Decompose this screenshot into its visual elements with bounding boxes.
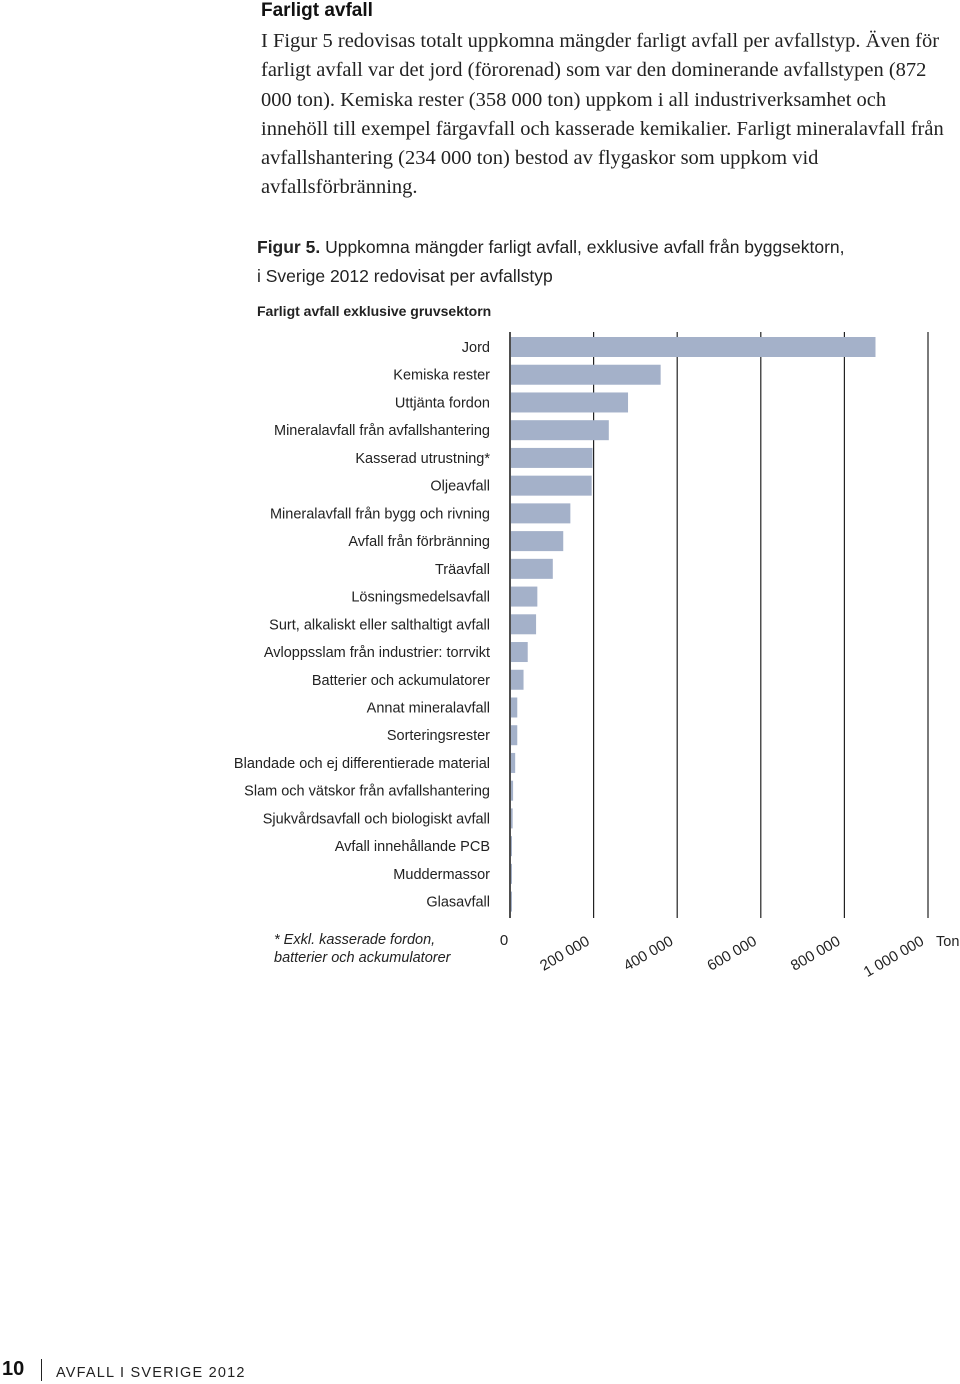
bar — [511, 642, 528, 663]
bar — [511, 725, 518, 746]
category-label: Kasserad utrustning* — [355, 451, 490, 467]
category-label: Lösningsmedelsavfall — [351, 590, 490, 606]
category-label: Oljeavfall — [430, 479, 490, 495]
category-label: Avloppsslam från industrier: torrvikt — [264, 645, 490, 661]
category-label: Blandade och ej differentierade material — [234, 756, 490, 772]
bar — [511, 891, 512, 912]
x-axis-label: Ton — [936, 934, 959, 950]
figure-caption-line1: Uppkomna mängder farligt avfall, exklusi… — [325, 237, 845, 257]
bar — [511, 364, 661, 385]
bar — [511, 447, 593, 468]
bar — [511, 752, 516, 773]
category-label: Slam och vätskor från avfallshantering — [244, 784, 490, 800]
figure-caption: Figur 5. Uppkomna mängder farligt avfall… — [257, 233, 957, 291]
footer-divider — [41, 1359, 42, 1381]
bar — [511, 558, 553, 579]
bar — [511, 475, 592, 496]
publication-title: AVFALL I SVERIGE 2012 — [56, 1365, 246, 1381]
page-number: 10 — [2, 1358, 25, 1380]
category-label: Mineralavfall från avfallshantering — [274, 423, 490, 439]
category-label: Avfall från förbränning — [348, 534, 490, 550]
section-heading: Farligt avfall — [261, 0, 373, 21]
chart-subtitle: Farligt avfall exklusive gruvsektorn — [257, 303, 492, 319]
x-tick-label: 200 000 — [537, 933, 592, 975]
category-label: Kemiska rester — [393, 368, 490, 384]
bar — [511, 420, 609, 441]
bar — [511, 836, 512, 857]
category-label: Sorteringsrester — [387, 728, 490, 744]
body-text: I Figur 5 redovisas totalt uppkomna mäng… — [261, 27, 951, 203]
figure-label: Figur 5. — [257, 237, 321, 257]
category-label: Glasavfall — [426, 895, 490, 911]
x-tick-label: 400 000 — [621, 933, 676, 975]
category-label: Annat mineralavfall — [367, 700, 490, 716]
x-tick-label: 0 — [500, 932, 508, 949]
x-tick-label: 1 000 000 — [861, 933, 927, 981]
category-label: Mineralavfall från bygg och rivning — [270, 506, 490, 522]
category-label: Batterier och ackumulatorer — [312, 673, 490, 689]
bar — [511, 697, 518, 718]
category-label: Uttjänta fordon — [395, 395, 490, 411]
category-label: Jord — [462, 340, 490, 356]
bar-chart: Jord Kemiska rester Uttjänta fordon Mineral… — [234, 332, 959, 981]
x-tick-label: 800 000 — [788, 933, 843, 975]
bar — [511, 531, 564, 552]
category-label: Avfall innehållande PCB — [335, 839, 490, 855]
figure-caption-line2: i Sverige 2012 redovisat per avfallstyp — [257, 266, 553, 286]
bar — [511, 808, 513, 829]
bar — [511, 669, 524, 690]
page-footer: 10 AVFALL I SVERIGE 2012 — [0, 1357, 960, 1384]
bar — [511, 337, 876, 357]
bar — [511, 863, 512, 884]
bar — [511, 614, 537, 635]
x-tick-label: 600 000 — [704, 933, 759, 975]
chart-footnote: * Exkl. kasserade fordon, batterier och … — [274, 931, 494, 967]
footnote-line2: batterier och ackumulatorer — [274, 950, 451, 966]
bar — [511, 503, 571, 524]
bar — [511, 586, 538, 607]
category-label: Sjukvårdsavfall och biologiskt avfall — [263, 811, 490, 827]
bar — [511, 392, 629, 413]
body-paragraph: I Figur 5 redovisas totalt uppkomna mäng… — [261, 30, 944, 199]
footnote-line1: * Exkl. kasserade fordon, — [274, 932, 436, 948]
category-label: Muddermassor — [393, 867, 490, 883]
category-label: Träavfall — [435, 562, 490, 578]
bar — [511, 780, 514, 801]
category-label: Surt, alkaliskt eller salthaltigt avfall — [269, 617, 490, 633]
